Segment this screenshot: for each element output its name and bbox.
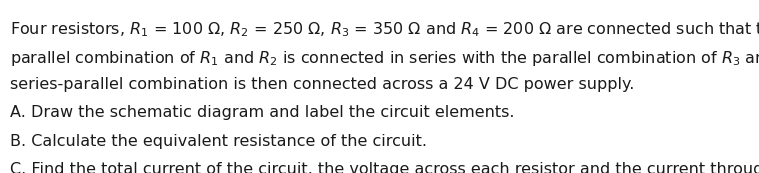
Text: series-parallel combination is then connected across a 24 V DC power supply.: series-parallel combination is then conn… bbox=[10, 77, 635, 92]
Text: A. Draw the schematic diagram and label the circuit elements.: A. Draw the schematic diagram and label … bbox=[10, 105, 515, 120]
Text: B. Calculate the equivalent resistance of the circuit.: B. Calculate the equivalent resistance o… bbox=[10, 134, 427, 149]
Text: Four resistors, $R_1$ = 100 Ω, $R_2$ = 250 Ω, $R_3$ = 350 Ω and $R_4$ = 200 Ω ar: Four resistors, $R_1$ = 100 Ω, $R_2$ = 2… bbox=[10, 21, 759, 39]
Text: C. Find the total current of the circuit, the voltage across each resistor and t: C. Find the total current of the circuit… bbox=[10, 162, 759, 173]
Text: parallel combination of $R_1$ and $R_2$ is connected in series with the parallel: parallel combination of $R_1$ and $R_2$ … bbox=[10, 49, 759, 68]
